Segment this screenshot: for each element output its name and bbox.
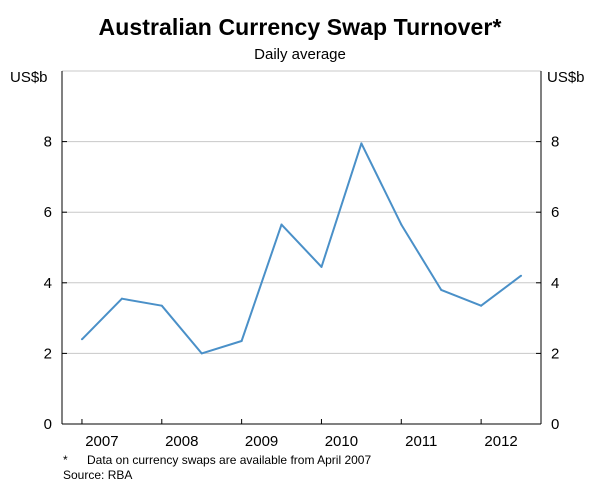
- y-tick-label-left: 2: [44, 345, 52, 362]
- data-point-3: [200, 352, 203, 355]
- x-tick-label-2007: 2007: [85, 433, 118, 450]
- x-tick-label-2009: 2009: [245, 433, 278, 450]
- y-tick-label-left: 0: [44, 416, 52, 433]
- data-point-9: [440, 288, 443, 291]
- y-tick-label-right: 0: [551, 416, 559, 433]
- y-tick-label-left: 4: [44, 275, 52, 292]
- y-tick-label-right: 8: [551, 134, 559, 151]
- data-point-7: [360, 142, 363, 145]
- chart-title: Australian Currency Swap Turnover*: [98, 14, 502, 40]
- footnote-marker: *: [63, 453, 68, 467]
- footnote-text: Data on currency swaps are available fro…: [87, 453, 372, 467]
- plot-frame: [61, 71, 542, 425]
- y-axis-unit-right: US$b: [547, 69, 585, 86]
- data-point-11: [520, 274, 523, 277]
- data-point-1: [120, 297, 123, 300]
- x-tick-label-2011: 2011: [405, 433, 437, 450]
- data-point-6: [320, 265, 323, 268]
- data-point-8: [400, 223, 403, 226]
- data-point-10: [480, 304, 483, 307]
- data-point-5: [280, 223, 283, 226]
- data-point-0: [80, 338, 83, 341]
- gridlines: [62, 70, 541, 354]
- footnote: * Data on currency swaps are available fr…: [63, 453, 371, 467]
- chart-subtitle: Daily average: [254, 46, 346, 63]
- y-tick-label-left: 6: [44, 204, 52, 221]
- series-line-0: [81, 142, 522, 355]
- y-axis-unit-left: US$b: [10, 69, 48, 86]
- y-tick-label-right: 2: [551, 345, 559, 362]
- y-tick-label-right: 4: [551, 275, 559, 292]
- y-tick-label-left: 8: [44, 134, 52, 151]
- y-tick-label-right: 6: [551, 204, 559, 221]
- x-tick-label-2010: 2010: [325, 433, 358, 450]
- x-tick-label-2012: 2012: [484, 433, 517, 450]
- source-note: Source: RBA: [63, 468, 133, 482]
- x-tick-label-2008: 2008: [165, 433, 198, 450]
- data-point-4: [240, 340, 243, 343]
- data-point-2: [160, 304, 163, 307]
- axis-ticks: 0 0 2 2 4 4 6 6 8 8 2007 2008 2009 2010 2011 2012: [44, 134, 560, 450]
- series-layer: [80, 142, 523, 355]
